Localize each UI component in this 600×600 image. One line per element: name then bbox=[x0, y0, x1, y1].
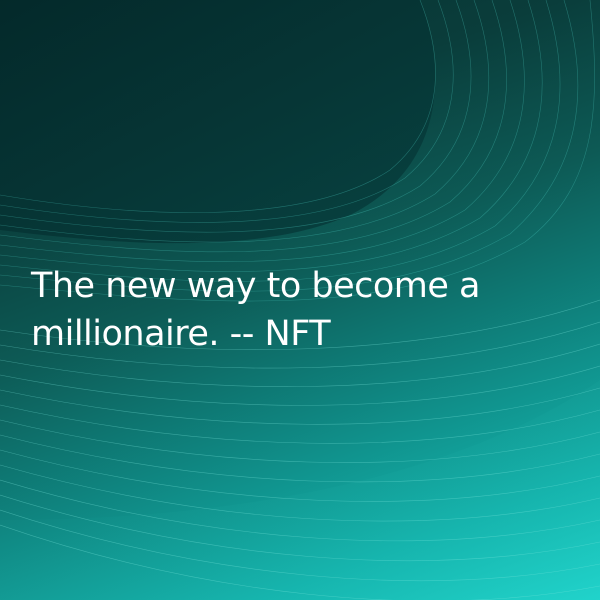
lower-wave-lines bbox=[0, 299, 600, 600]
dark-curve-shape bbox=[0, 0, 436, 244]
upper-wave-lines bbox=[0, 0, 595, 302]
quote-text: The new way to become a millionaire. -- … bbox=[31, 266, 480, 354]
light-sweep-shape bbox=[0, 380, 600, 600]
